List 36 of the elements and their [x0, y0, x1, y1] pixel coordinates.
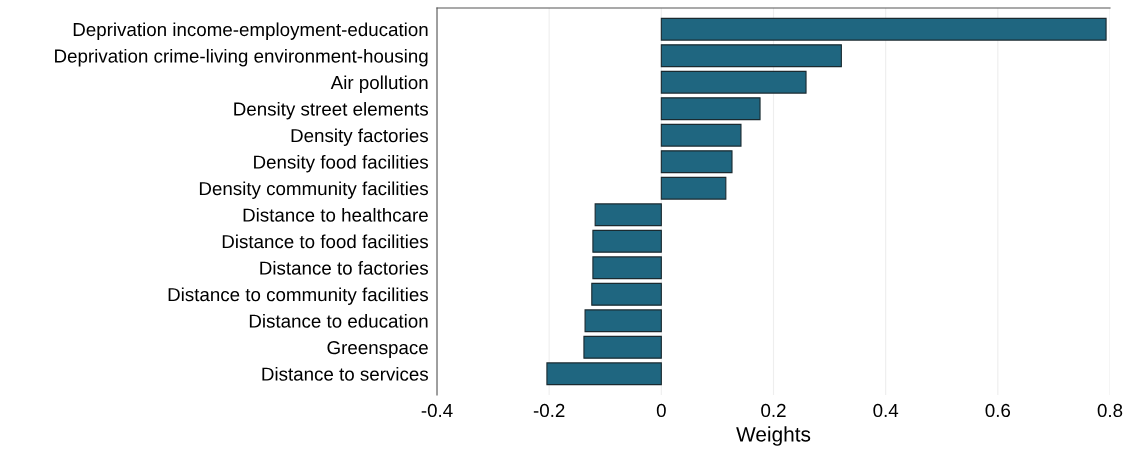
y-tick-label: Distance to education — [249, 313, 428, 328]
bar — [660, 97, 761, 121]
bar — [660, 44, 842, 68]
y-tick-label: Density community facilities — [199, 181, 428, 199]
y-tick-label: Deprivation crime-living environment-housing — [55, 48, 428, 67]
bar — [583, 335, 662, 359]
bar — [584, 309, 662, 333]
y-tick-label: Density food facilities — [254, 154, 428, 173]
bar — [594, 203, 662, 227]
bar — [660, 176, 727, 200]
x-tick-label: 0 — [656, 403, 666, 418]
x-tick-label: 0.4 — [873, 403, 899, 418]
x-tick-label: 0.8 — [1097, 403, 1123, 418]
y-tick-label: Distance to healthcare — [243, 207, 428, 222]
y-tick-label: Distance to services — [262, 367, 428, 381]
bar — [660, 123, 742, 147]
y-tick-label: Distance to community facilities — [168, 287, 428, 305]
y-tick-label: Deprivation income-employment-education — [73, 22, 428, 40]
bar — [546, 362, 662, 386]
bar — [660, 70, 807, 94]
bar — [660, 150, 733, 174]
y-tick-label: Air pollution — [330, 75, 428, 93]
bar — [592, 229, 662, 253]
x-axis-title: Weights — [736, 426, 811, 446]
bar — [592, 256, 662, 280]
y-tick-label: Distance to food facilities — [222, 234, 428, 249]
x-tick-label: 0.2 — [761, 403, 786, 418]
y-tick-label: Density street elements — [234, 101, 428, 120]
x-tick-label: 0.6 — [985, 403, 1011, 418]
bar — [660, 17, 1107, 41]
x-tick-label: -0.4 — [421, 403, 453, 418]
x-tick-label: -0.2 — [533, 403, 565, 418]
y-tick-label: Distance to factories — [260, 260, 428, 275]
bar — [591, 282, 662, 306]
y-tick-label: Density factories — [291, 128, 428, 146]
y-tick-label: Greenspace — [327, 340, 428, 358]
